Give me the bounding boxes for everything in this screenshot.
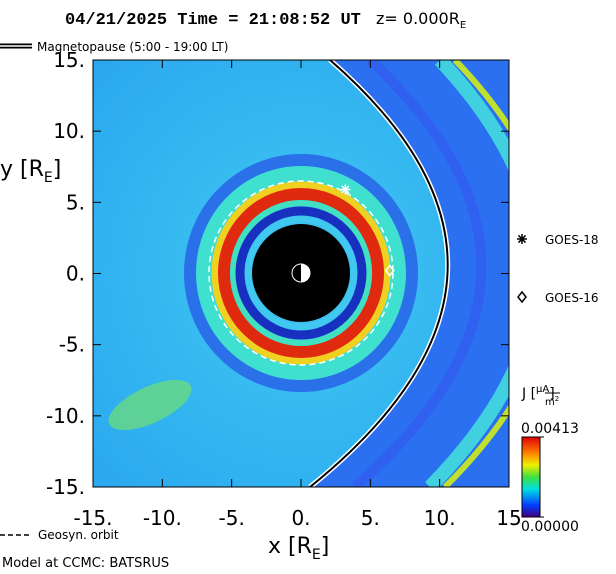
x-tick-label: -5.: [219, 506, 245, 530]
y-tick-label: 5.: [66, 190, 85, 214]
footer: Model at CCMC: BATSRUS: [2, 556, 169, 571]
title-z: z= 0.000RE: [376, 9, 466, 31]
geosyn-label: Geosyn. orbit: [38, 528, 119, 542]
colorbar-label: J [μA]: [521, 384, 555, 402]
x-label: x [RE]: [268, 534, 329, 563]
x-tick-label: -15.: [73, 506, 112, 530]
x-tick-label: 5.: [361, 506, 380, 530]
satellite-marker: [384, 264, 395, 277]
y-tick-label: 0.: [66, 262, 85, 286]
title: 04/21/2025 Time = 21:08:52 UT: [65, 11, 361, 30]
satellite-marker: [340, 184, 351, 195]
x-tick-label: 10.: [424, 506, 456, 530]
colorbar-den: m2: [545, 395, 559, 408]
x-tick-label: 0.: [291, 506, 310, 530]
y-tick-label: 10.: [53, 119, 85, 143]
magnetopause-label: Magnetopause (5:00 - 19:00 LT): [37, 40, 228, 54]
y-tick-label: -5.: [59, 333, 85, 357]
colorbar-tick-label: 0.00413: [521, 421, 579, 437]
colorbar: [521, 436, 541, 518]
x-tick-label: 15: [496, 506, 521, 530]
legend-symbol: [517, 234, 527, 244]
x-tick-label: -10.: [143, 506, 182, 530]
heatmap: [93, 60, 509, 487]
y-tick-label: -15.: [46, 475, 85, 499]
legend-symbol: [517, 290, 527, 304]
legend-label: GOES-16: [545, 291, 599, 305]
colorbar-tick-label: 0.00000: [521, 519, 579, 535]
y-tick-label: -10.: [46, 404, 85, 428]
y-label: y [RE]: [0, 157, 61, 186]
y-tick-label: 15.: [53, 48, 85, 72]
legend-label: GOES-18: [545, 233, 599, 247]
